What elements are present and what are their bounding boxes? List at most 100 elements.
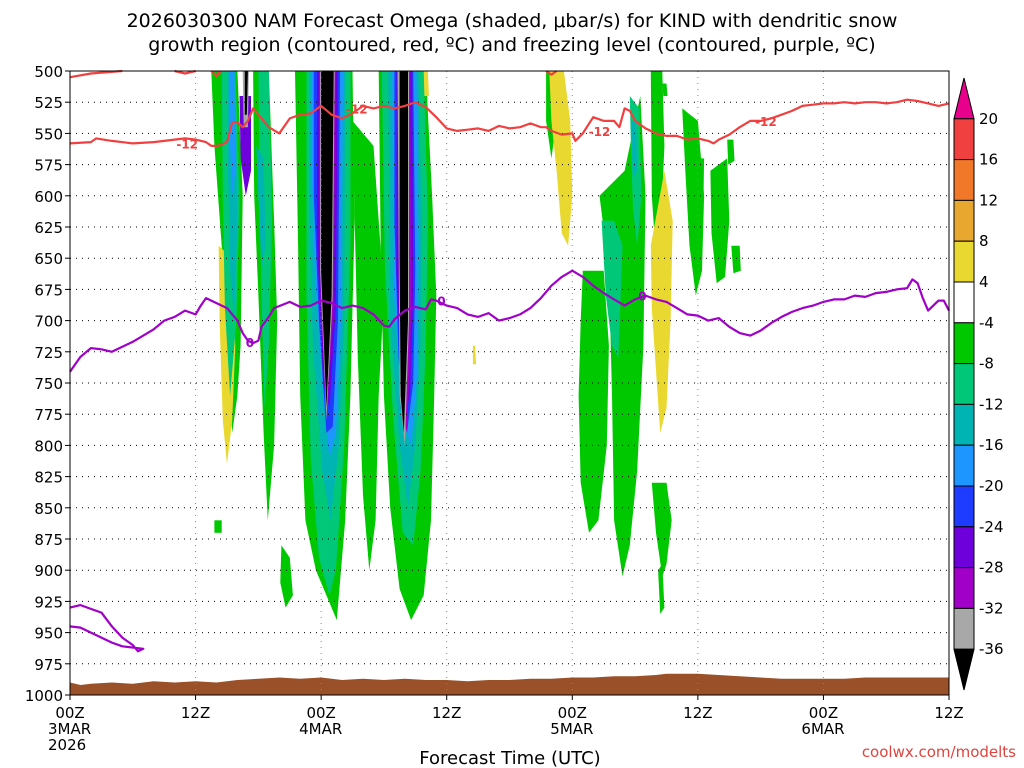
x-tick-label-0-2: 2026 [48, 736, 86, 754]
credit-text[interactable]: coolwx.com/modelts [862, 743, 1016, 761]
y-tick-label-625: 625 [34, 219, 63, 237]
y-tick-label-925: 925 [34, 593, 63, 611]
colorbar-swatch-6 [953, 322, 975, 365]
colorbar-label-4: 4 [979, 273, 989, 291]
y-tick-label-800: 800 [34, 437, 63, 455]
omega-region-9 [578, 270, 609, 533]
x-tick-label-0-1: 3MAR [48, 720, 91, 738]
x-tick-label-0-0: 00Z [55, 704, 84, 722]
omega-region-12 [682, 108, 705, 296]
x-tick-label-72-0: 00Z [809, 704, 838, 722]
omega-region-21 [549, 71, 573, 246]
y-tick-label-850: 850 [34, 500, 63, 518]
dgz-contour-label-0: -12 [176, 137, 198, 151]
y-tick-label-600: 600 [34, 188, 63, 206]
colorbar-label-5: -4 [979, 314, 994, 332]
freezing-contour-segment-0 [69, 269, 950, 373]
y-tick-label-550: 550 [34, 125, 63, 143]
x-tick-label-12-0: 12Z [181, 704, 210, 722]
omega-region-3 [352, 120, 384, 571]
omega-region-14 [710, 158, 730, 284]
chart-title-line-2: growth region (contoured, red, ºC) and f… [148, 34, 875, 56]
omega-region-19 [662, 83, 668, 96]
colorbar-label-11: -28 [979, 559, 1004, 577]
omega-region-13 [692, 158, 705, 246]
colorbar-label-6: -8 [979, 355, 994, 373]
omega-region-17 [658, 564, 665, 614]
y-tick-label-775: 775 [34, 406, 63, 424]
x-axis-label: Forecast Time (UTC) [419, 748, 600, 768]
colorbar: 20 16 12 8 4 -4 -8 -12 -16 -20 -24 -28 -32 -36 [953, 77, 1004, 691]
omega-region-7 [214, 520, 222, 533]
dgz-contour-segment-3 [69, 98, 950, 147]
y-axis: 500 525 550 575 600 625 650 675 700 725 750 775 800 8… [25, 63, 70, 705]
dgz-contour-label-2: -12 [589, 125, 611, 139]
dgz-contour-segment-1 [174, 69, 196, 75]
dgz-contour-label-3: -12 [755, 115, 777, 129]
x-tick-label-48-0: 00Z [558, 704, 587, 722]
y-tick-label-725: 725 [34, 344, 63, 362]
colorbar-label-10: -24 [979, 518, 1004, 536]
freezing-contour-label-0: 0 [246, 336, 254, 350]
colorbar-label-3: 8 [979, 232, 989, 250]
x-tick-label-84-0: 12Z [934, 704, 963, 722]
contour-lines: -12 -12 -12 -12 0 0 0 [69, 69, 950, 653]
colorbar-label-9: -20 [979, 477, 1004, 495]
omega-shading [211, 71, 741, 621]
colorbar-label-7: -12 [979, 395, 1004, 413]
y-tick-label-825: 825 [34, 469, 63, 487]
y-tick-label-675: 675 [34, 281, 63, 299]
y-tick-label-975: 975 [34, 656, 63, 674]
dgz-contour-segment-4 [545, 70, 558, 76]
omega-region-50 [399, 71, 408, 433]
omega-region-5 [280, 545, 293, 608]
freezing-contour-label-2: 0 [638, 290, 646, 304]
x-tick-label-36-0: 12Z [432, 704, 461, 722]
colorbar-label-1: 16 [979, 151, 998, 169]
omega-region-29 [601, 220, 623, 358]
colorbar-swatch-9 [953, 444, 975, 487]
y-tick-label-575: 575 [34, 157, 63, 175]
y-tick-label-875: 875 [34, 531, 63, 549]
colorbar-label-12: -32 [979, 599, 1004, 617]
colorbar-swatch-2 [953, 159, 975, 201]
dgz-contour-segment-0 [69, 69, 123, 79]
colorbar-label-8: -16 [979, 436, 1004, 454]
freezing-contour-label-1: 0 [437, 295, 445, 309]
omega-region-16 [651, 482, 672, 577]
x-tick-label-48-1: 5MAR [550, 720, 593, 738]
x-tick-label-60-0: 12Z [683, 704, 712, 722]
colorbar-cap-bottom [953, 648, 975, 691]
omega-region-24 [472, 345, 476, 365]
colorbar-label-13: -36 [979, 640, 1004, 658]
colorbar-label-2: 12 [979, 191, 998, 209]
y-tick-label-900: 900 [34, 562, 63, 580]
colorbar-swatch-1 [953, 118, 975, 161]
colorbar-swatch-3 [953, 199, 975, 242]
y-tick-label-650: 650 [34, 250, 63, 268]
omega-region-49 [321, 71, 334, 408]
y-tick-label-500: 500 [34, 63, 63, 81]
colorbar-swatch-12 [953, 567, 975, 609]
omega-region-18 [727, 139, 735, 165]
y-tick-label-525: 525 [34, 94, 63, 112]
chart-title-line-1: 2026030300 NAM Forecast Omega (shaded, μ… [127, 10, 898, 32]
grid-lines [70, 71, 949, 695]
plot-frame [69, 70, 950, 696]
colorbar-swatch-8 [953, 403, 975, 446]
omega-region-35 [630, 120, 638, 178]
omega-region-6 [216, 133, 223, 171]
omega-region-15 [731, 245, 741, 274]
colorbar-label-0: 20 [979, 110, 998, 128]
y-tick-label-750: 750 [34, 375, 63, 393]
y-tick-label-700: 700 [34, 313, 63, 331]
omega-region-51 [244, 71, 248, 115]
colorbar-swatch-7 [953, 363, 975, 405]
omega-region-34 [256, 145, 266, 271]
x-tick-label-24-0: 00Z [306, 704, 335, 722]
y-tick-label-1000: 1000 [25, 687, 63, 705]
colorbar-cap-top [953, 77, 975, 120]
colorbar-swatch-11 [953, 526, 975, 569]
colorbar-swatch-4 [953, 240, 975, 283]
